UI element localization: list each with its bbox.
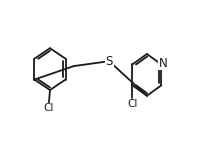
Text: N: N xyxy=(159,57,167,70)
Text: S: S xyxy=(105,55,113,68)
Text: Cl: Cl xyxy=(127,99,137,109)
Text: Cl: Cl xyxy=(44,103,54,113)
